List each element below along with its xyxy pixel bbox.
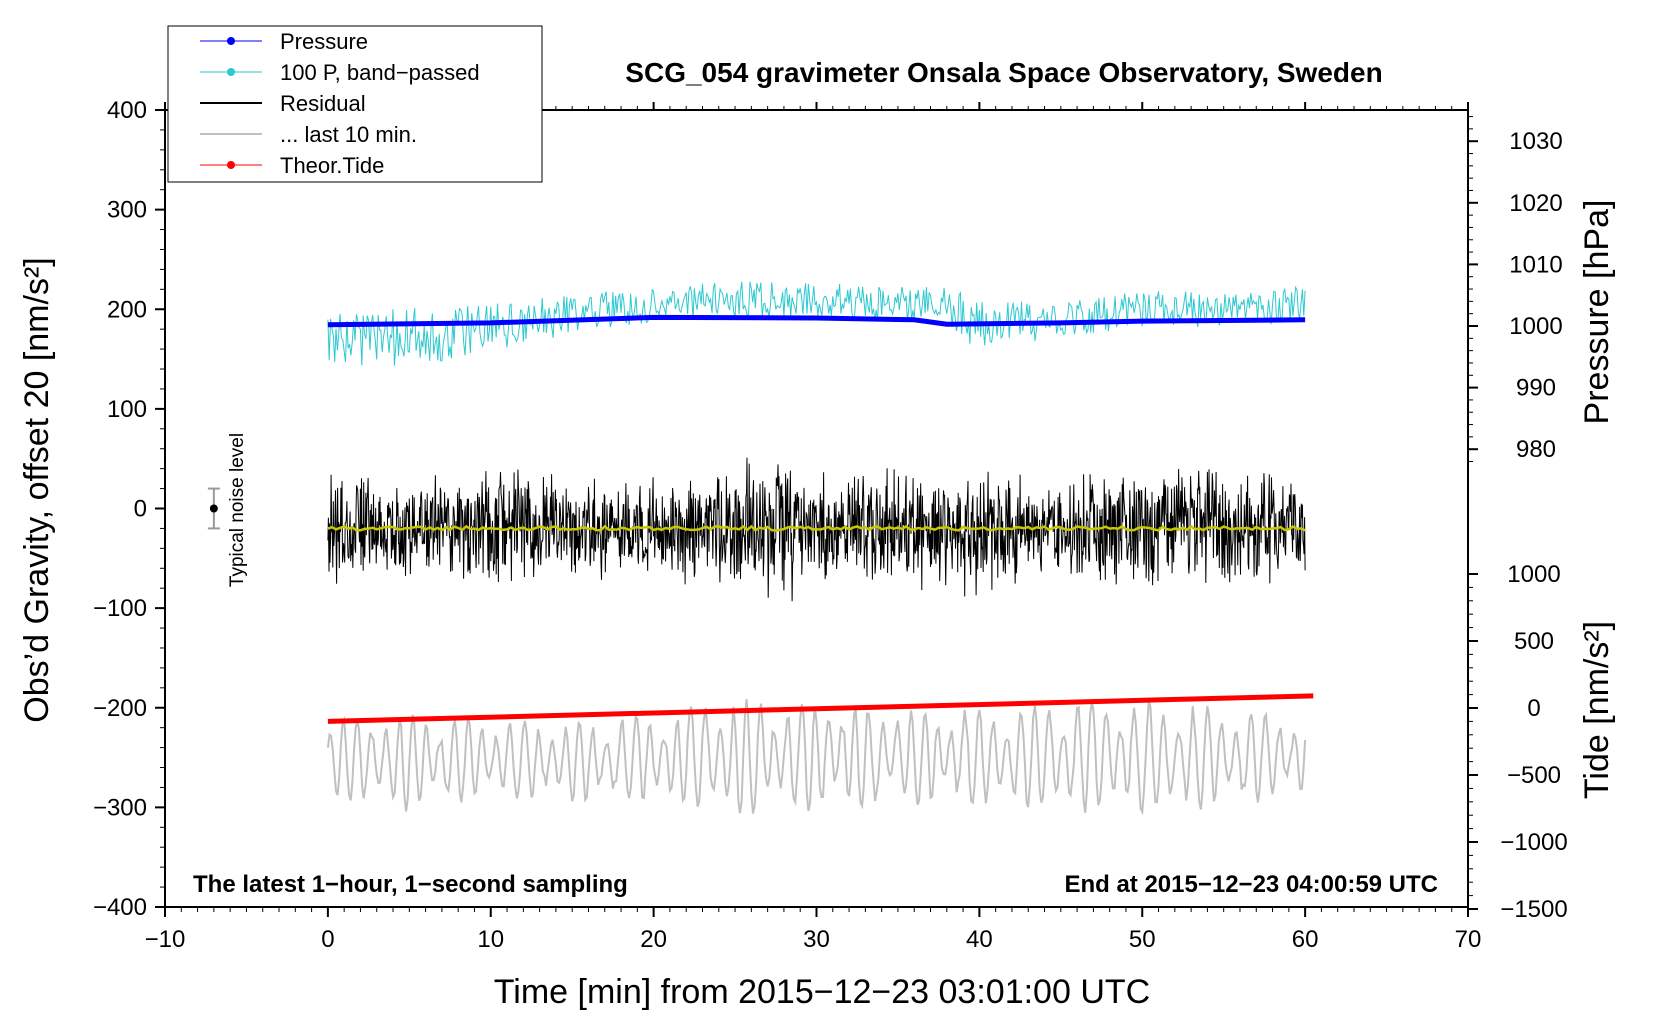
y-axis-left-ticks: −400 −300 −200 −100 0 100 200 300 400 (93, 97, 165, 921)
y-left-tick-label: −200 (93, 695, 147, 722)
legend-label: ... last 10 min. (280, 122, 417, 147)
y-left-tick-label: −100 (93, 595, 147, 622)
chart-title: SCG_054 gravimeter Onsala Space Observat… (625, 57, 1382, 88)
x-tick-label: 10 (477, 926, 504, 953)
series-bandpassed-pressure (327, 281, 1306, 366)
noise-indicator: Typical noise level (207, 433, 248, 587)
x-tick-label: 30 (803, 926, 830, 953)
legend-marker (227, 161, 235, 169)
y-left-tick-label: 200 (107, 296, 147, 323)
pressure-tick-label: 1020 (1509, 190, 1562, 217)
x-tick-label: −10 (145, 926, 186, 953)
noise-label: Typical noise level (227, 433, 248, 587)
legend-label: Pressure (280, 29, 368, 54)
x-tick-label: 70 (1455, 926, 1482, 953)
tide-tick-label: −500 (1507, 762, 1561, 789)
pressure-tick-label: 990 (1516, 375, 1556, 402)
y-axis-title-left: Obs’d Gravity, offset 20 [nm/s²] (18, 257, 56, 722)
series-group (326, 281, 1314, 816)
chart-titles: SCG_054 gravimeter Onsala Space Observat… (18, 57, 1616, 1011)
y-axis-title-pressure: Pressure [hPa] (1578, 200, 1616, 425)
x-tick-label: 40 (966, 926, 993, 953)
legend: Pressure 100 P, band−passed Residual ... la… (167, 25, 543, 183)
tide-tick-label: 500 (1514, 628, 1554, 655)
y-left-tick-label: 400 (107, 97, 147, 124)
pressure-tick-label: 1030 (1509, 128, 1562, 155)
legend-label: 100 P, band−passed (280, 60, 480, 85)
y-axis-tide-ticks: −1500 −1000 −500 0 500 1000 (1468, 561, 1568, 923)
tide-tick-label: 1000 (1507, 561, 1560, 588)
series-residual-smoothed (327, 524, 1306, 532)
x-tick-label: 0 (321, 926, 334, 953)
series-last-10-min (326, 699, 1307, 816)
series-theoretical-tide (327, 693, 1314, 724)
y-axis-title-tide: Tide [nm/s²] (1578, 621, 1616, 799)
pressure-tick-label: 1010 (1509, 251, 1562, 278)
legend-label: Residual (280, 91, 366, 116)
y-left-tick-label: 100 (107, 396, 147, 423)
legend-marker (227, 68, 235, 76)
pressure-tick-label: 1000 (1509, 313, 1562, 340)
legend-label: Theor.Tide (280, 153, 384, 178)
series-pressure (327, 314, 1306, 328)
x-tick-label: 20 (640, 926, 667, 953)
tide-tick-label: −1500 (1500, 896, 1567, 923)
x-axis-title: Time [min] from 2015−12−23 03:01:00 UTC (494, 973, 1150, 1011)
pressure-tick-label: 980 (1516, 436, 1556, 463)
y-axis-pressure-ticks: 980 990 1000 1010 1020 1030 (1468, 116, 1563, 463)
tide-tick-label: −1000 (1500, 829, 1567, 856)
y-left-tick-label: 0 (134, 496, 147, 523)
y-left-tick-label: −400 (93, 894, 147, 921)
y-left-tick-label: −300 (93, 794, 147, 821)
noise-dot (209, 504, 218, 513)
x-tick-label: 60 (1292, 926, 1319, 953)
annotation-sampling: The latest 1−hour, 1−second sampling (193, 871, 628, 898)
annotation-end-time: End at 2015−12−23 04:00:59 UTC (1064, 871, 1438, 898)
x-tick-label: 50 (1129, 926, 1156, 953)
tide-tick-label: 0 (1527, 695, 1540, 722)
y-left-tick-label: 300 (107, 197, 147, 224)
legend-marker (227, 37, 235, 45)
